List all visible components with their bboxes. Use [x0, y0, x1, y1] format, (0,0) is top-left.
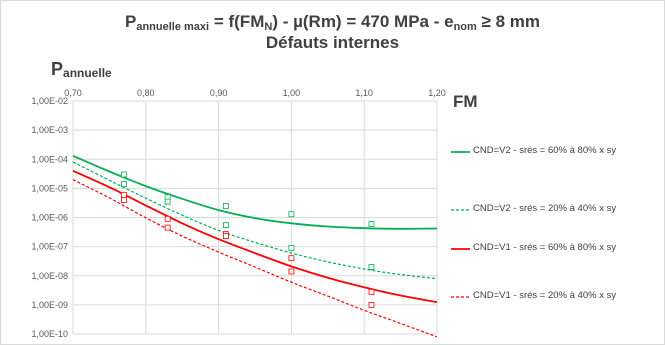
x-tick-label: 0,90	[210, 88, 228, 98]
legend-label-3: CND=V1 - srés = 60% à 80% x sy	[473, 242, 617, 253]
title-p-subscript: annuelle maxi	[136, 21, 210, 33]
series-4-marker	[368, 301, 375, 308]
series-1-marker	[288, 211, 295, 218]
series-2-marker	[121, 181, 127, 188]
grid-layer	[72, 100, 438, 335]
legend-layer	[451, 151, 470, 298]
chart-subtitle: Défauts internes	[265, 33, 400, 52]
series-line-2	[72, 161, 438, 280]
series-2-marker	[368, 264, 375, 270]
legend-label-1: CND=V2 - srés = 60% à 80% x sy	[473, 145, 617, 156]
y-tick-label: 1,00E-09	[31, 300, 68, 310]
y-axis-label: Pannuelle	[51, 59, 112, 80]
y-tick-label: 1,00E-03	[31, 125, 68, 135]
series-line-3	[72, 169, 438, 303]
series-2-marker	[288, 245, 295, 251]
series-4-marker	[164, 224, 171, 231]
y-tick-label: 1,00E-05	[31, 183, 68, 193]
series-2-marker	[164, 198, 171, 205]
y-tick-label: 1,00E-02	[31, 96, 68, 106]
series-3-marker	[164, 215, 171, 222]
title-e-subscript: nom	[453, 21, 477, 33]
series-1-marker	[368, 221, 375, 227]
y-tick-label: 1,00E-10	[31, 329, 68, 339]
x-tick-label: 0,80	[137, 88, 155, 98]
series-3-marker	[121, 191, 127, 198]
legend-label-2: CND=V2 - srés = 20% à 40% x sy	[473, 203, 617, 214]
series-line-1	[72, 155, 438, 230]
y-axis-label-sub: annuelle	[63, 66, 112, 80]
chart-title: Pannuelle maxi = f(FMN) - µ(Rm) = 470 MP…	[0, 12, 665, 33]
y-axis-label-main: P	[51, 59, 64, 79]
series-2-marker	[222, 222, 229, 228]
y-tick-label: 1,00E-08	[31, 271, 68, 281]
x-tick-label: 1,20	[428, 88, 446, 98]
y-tick-label: 1,00E-07	[31, 242, 68, 252]
series-4-marker	[288, 268, 295, 275]
title-mid: = f(FM	[209, 12, 265, 31]
title-mid2: ) - µ(Rm) = 470 MPa - e	[272, 12, 454, 31]
series-line-4	[72, 179, 438, 338]
x-tick-label: 1,10	[355, 88, 373, 98]
tick-layer: 1,00E-02 1,00E-03 1,00E-04 1,00E-05 1,00E-06…	[31, 88, 445, 339]
series-layer	[72, 155, 438, 338]
series-3-marker	[368, 288, 375, 295]
title-tail: ≥ 8 mm	[476, 12, 540, 31]
series-1-marker	[121, 171, 127, 178]
legend-label-4: CND=V1 - srés = 20% à 40% x sy	[473, 290, 617, 301]
x-tick-label: 1,00	[283, 88, 301, 98]
x-tick-label: 0,70	[64, 88, 82, 98]
y-tick-label: 1,00E-04	[31, 154, 68, 164]
title-p: P	[125, 12, 137, 31]
title-n-subscript: N	[264, 21, 273, 33]
y-tick-label: 1,00E-06	[31, 213, 68, 223]
series-4-marker	[121, 197, 127, 203]
series-3-marker	[288, 255, 295, 262]
series-4-marker	[222, 233, 229, 239]
series-1-marker	[222, 203, 229, 209]
x-axis-label: FM	[453, 92, 478, 111]
